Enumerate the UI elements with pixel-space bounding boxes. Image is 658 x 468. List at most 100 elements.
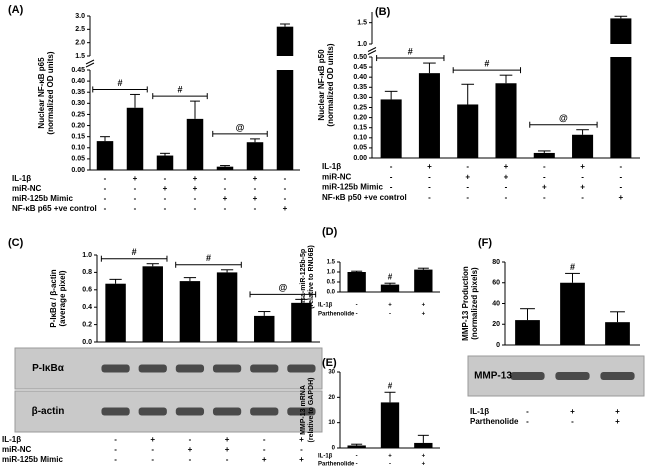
y-tick-label: 0.0 (327, 290, 336, 296)
y-tick-label: 60 (492, 280, 500, 287)
treatment-label: IL-1β (318, 303, 333, 309)
y-tick-label: 1.5 (75, 53, 85, 60)
treatment-sign: - (284, 174, 287, 183)
blot-band (212, 364, 242, 373)
treatment-sign: - (428, 172, 431, 181)
treatment-sign: - (620, 162, 623, 171)
treatment-sign: + (504, 162, 509, 171)
treatment-sign: + (133, 174, 138, 183)
treatment-sign: - (581, 193, 584, 202)
treatment-sign: - (189, 435, 192, 444)
y-tick-label: 0.35 (71, 89, 85, 96)
y-tick-label: 0.45 (353, 64, 367, 71)
y-tick-label: 40 (492, 300, 500, 307)
treatment-sign: + (465, 172, 470, 181)
treatment-sign: + (225, 445, 230, 454)
y-tick-label: 0.10 (353, 135, 367, 142)
treatment-sign: + (150, 435, 155, 444)
bar (105, 283, 126, 342)
y-tick-label: 0 (332, 446, 336, 452)
treatment-sign: - (134, 184, 137, 193)
significance-mark: # (206, 253, 211, 263)
blot-label: P-IκBα (32, 363, 65, 374)
blot-band (600, 372, 635, 380)
treatment-sign: - (466, 193, 469, 202)
y-tick-label: 0 (496, 342, 500, 349)
treatment-label: miR-125b Mimic (2, 455, 63, 464)
y-tick-label: 0.30 (71, 100, 85, 107)
treatment-sign: - (134, 204, 137, 213)
bar (515, 320, 540, 345)
treatment-sign: + (283, 204, 288, 213)
y-tick-label: 20 (328, 395, 335, 401)
blot-band (287, 407, 316, 416)
treatment-sign: - (164, 174, 167, 183)
treatment-sign: + (299, 455, 304, 464)
y-tick-label: 0.50 (353, 54, 367, 61)
panel-label: (F) (478, 237, 492, 249)
bar (605, 322, 630, 345)
treatment-sign: - (526, 407, 529, 416)
significance-mark: @ (559, 113, 568, 123)
treatment-sign: - (151, 445, 154, 454)
y-tick-label: 0.5 (327, 280, 336, 286)
significance-mark: # (408, 46, 413, 56)
treatment-label: miR-125b Mimic (322, 183, 383, 192)
treatment-sign: - (224, 174, 227, 183)
panel-label: (E) (322, 357, 337, 369)
y-tick-label: 3.0 (75, 13, 85, 20)
y-tick-label: 1.0 (82, 252, 92, 259)
treatment-sign: - (151, 455, 154, 464)
treatment-sign: + (163, 184, 168, 193)
blot-band (175, 407, 205, 416)
treatment-sign: - (284, 184, 287, 193)
treatment-sign: - (581, 172, 584, 181)
treatment-label: miR-NC (322, 172, 352, 181)
bar (457, 104, 479, 158)
treatment-label: miR-NC (2, 445, 32, 454)
bar (414, 269, 433, 292)
treatment-label: IL-1β (12, 174, 31, 183)
treatment-sign: - (571, 417, 574, 426)
treatment-sign: - (505, 193, 508, 202)
y-tick-label: 0.6 (82, 287, 92, 294)
y-axis-label: (relative to RNU6B) (308, 245, 315, 309)
y-tick-label: 0.15 (71, 134, 85, 141)
bar (291, 302, 312, 342)
treatment-sign: - (356, 462, 358, 468)
y-axis-label: P-IκBα / β-actin (49, 269, 58, 327)
treatment-sign: - (194, 194, 197, 203)
treatment-sign: + (422, 312, 426, 318)
treatment-sign: + (615, 407, 620, 416)
treatment-sign: + (388, 454, 392, 460)
treatment-sign: + (188, 445, 193, 454)
treatment-sign: + (422, 462, 426, 468)
y-tick-label: 0.05 (353, 145, 367, 152)
y-tick-label: 0.10 (71, 145, 85, 152)
y-axis-label: Nuclear NF-κB p65 (37, 57, 46, 129)
bar (216, 272, 238, 342)
y-tick-label: 1.0 (327, 270, 336, 276)
y-tick-label: 10 (328, 420, 335, 426)
bar (610, 18, 632, 44)
blot-band (138, 407, 167, 416)
treatment-sign: - (263, 445, 266, 454)
treatment-sign: - (104, 194, 107, 203)
blot-band (101, 407, 130, 416)
significance-mark: # (388, 272, 393, 281)
treatment-sign: - (104, 204, 107, 213)
treatment-sign: - (543, 193, 546, 202)
treatment-sign: + (427, 162, 432, 171)
bar (572, 134, 594, 158)
bar (216, 166, 234, 170)
treatment-label: miR-NC (12, 184, 42, 193)
treatment-sign: - (226, 455, 229, 464)
y-tick-label: 0.20 (71, 122, 85, 129)
treatment-sign: - (356, 312, 358, 318)
bar (414, 442, 433, 448)
treatment-sign: - (254, 184, 257, 193)
y-tick-label: 0.30 (353, 94, 367, 101)
y-tick-label: 0.45 (71, 67, 85, 74)
treatment-sign: - (356, 303, 358, 309)
